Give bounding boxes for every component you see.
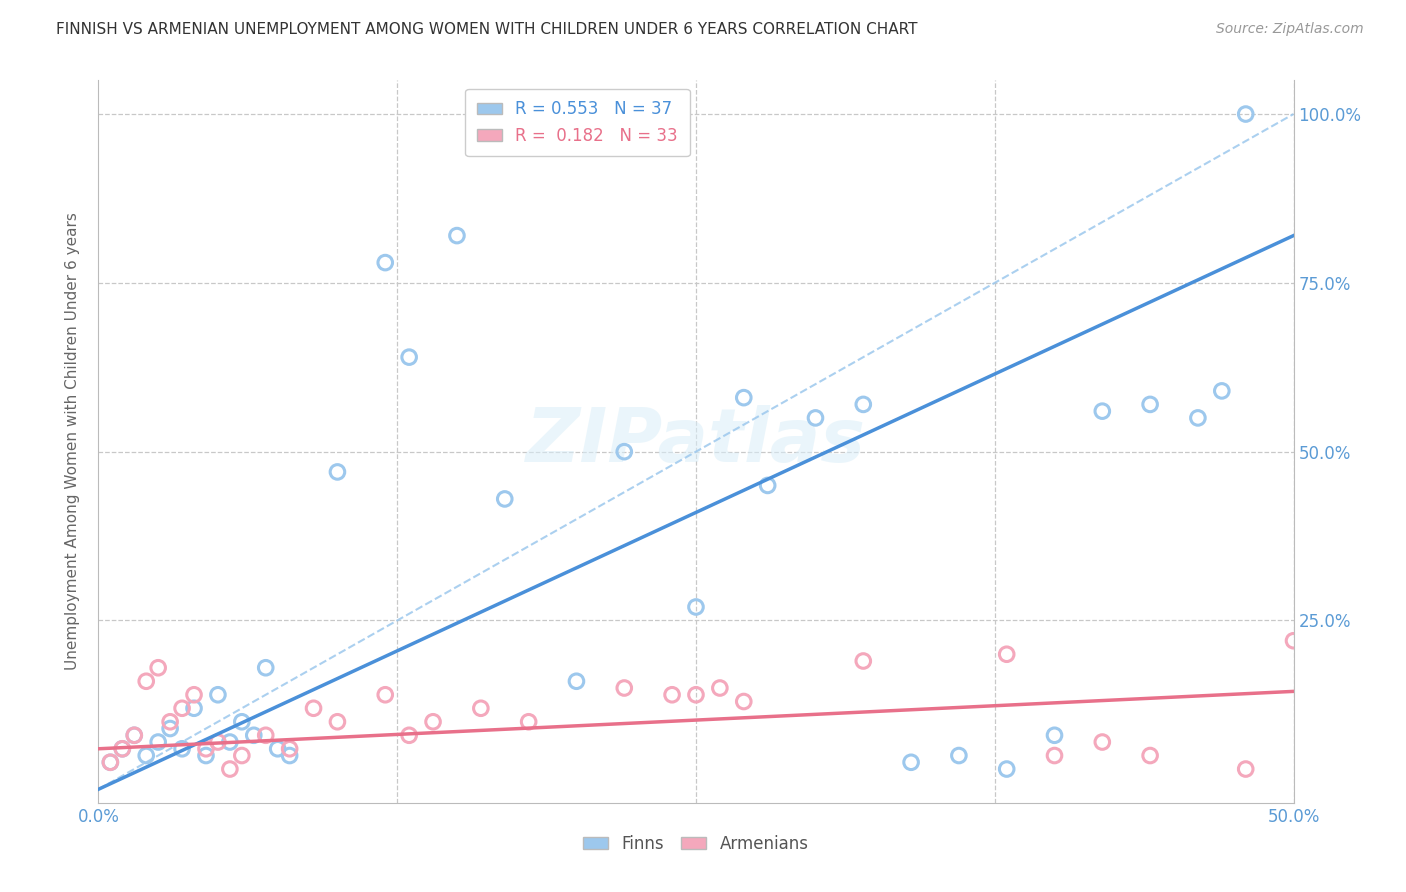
Point xyxy=(613,681,636,695)
Point xyxy=(1043,728,1066,742)
Point xyxy=(1091,735,1114,749)
Point xyxy=(1091,404,1114,418)
Point xyxy=(148,661,170,675)
Point xyxy=(183,688,205,702)
Point xyxy=(124,728,146,742)
Point xyxy=(685,688,707,702)
Point xyxy=(254,728,277,742)
Point xyxy=(1187,411,1209,425)
Point xyxy=(172,741,194,756)
Point xyxy=(804,411,827,425)
Point xyxy=(1234,762,1257,776)
Point xyxy=(207,735,229,749)
Point xyxy=(326,714,349,729)
Point xyxy=(159,714,181,729)
Point xyxy=(1282,633,1305,648)
Point xyxy=(733,391,755,405)
Point xyxy=(195,748,218,763)
Point xyxy=(195,741,218,756)
Point xyxy=(374,255,396,269)
Text: ZIPatlas: ZIPatlas xyxy=(526,405,866,478)
Point xyxy=(446,228,468,243)
Point xyxy=(494,491,516,506)
Point xyxy=(326,465,349,479)
Point xyxy=(135,674,157,689)
Point xyxy=(398,350,420,364)
Point xyxy=(172,701,194,715)
Point xyxy=(243,728,266,742)
Point xyxy=(302,701,325,715)
Point xyxy=(219,762,242,776)
Point xyxy=(254,661,277,675)
Point xyxy=(148,735,170,749)
Point xyxy=(1043,748,1066,763)
Point xyxy=(111,741,134,756)
Point xyxy=(709,681,731,695)
Point xyxy=(733,694,755,708)
Point xyxy=(398,728,420,742)
Y-axis label: Unemployment Among Women with Children Under 6 years: Unemployment Among Women with Children U… xyxy=(65,212,80,671)
Point xyxy=(278,741,301,756)
Point xyxy=(685,599,707,614)
Point xyxy=(1139,397,1161,411)
Point xyxy=(278,748,301,763)
Point xyxy=(613,444,636,458)
Text: Source: ZipAtlas.com: Source: ZipAtlas.com xyxy=(1216,22,1364,37)
Point xyxy=(1211,384,1233,398)
Point xyxy=(374,688,396,702)
Text: FINNISH VS ARMENIAN UNEMPLOYMENT AMONG WOMEN WITH CHILDREN UNDER 6 YEARS CORRELA: FINNISH VS ARMENIAN UNEMPLOYMENT AMONG W… xyxy=(56,22,918,37)
Point xyxy=(995,647,1018,661)
Point xyxy=(98,756,122,770)
Point xyxy=(1234,107,1257,121)
Point xyxy=(852,397,875,411)
Point xyxy=(124,728,146,742)
Point xyxy=(111,741,134,756)
Point xyxy=(98,756,122,770)
Point xyxy=(517,714,540,729)
Point xyxy=(135,748,157,763)
Point xyxy=(852,654,875,668)
Point xyxy=(267,741,290,756)
Point xyxy=(219,735,242,749)
Point xyxy=(995,762,1018,776)
Point xyxy=(470,701,492,715)
Point xyxy=(756,478,779,492)
Point xyxy=(183,701,205,715)
Point xyxy=(207,688,229,702)
Point xyxy=(422,714,444,729)
Point xyxy=(661,688,683,702)
Point xyxy=(948,748,970,763)
Point xyxy=(159,722,181,736)
Legend: Finns, Armenians: Finns, Armenians xyxy=(576,828,815,860)
Point xyxy=(1139,748,1161,763)
Point xyxy=(231,748,253,763)
Point xyxy=(565,674,588,689)
Point xyxy=(231,714,253,729)
Point xyxy=(900,756,922,770)
